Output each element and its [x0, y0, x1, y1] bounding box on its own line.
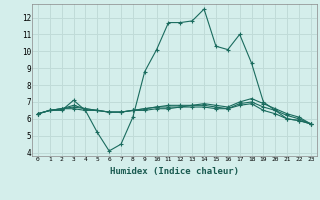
X-axis label: Humidex (Indice chaleur): Humidex (Indice chaleur)	[110, 167, 239, 176]
